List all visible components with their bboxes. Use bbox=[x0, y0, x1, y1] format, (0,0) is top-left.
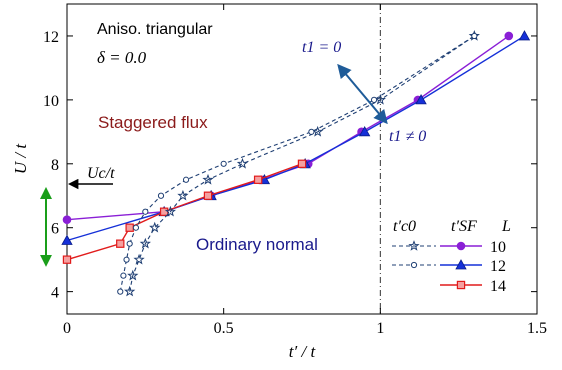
data-point bbox=[159, 207, 169, 216]
x-tick-label: 1.5 bbox=[527, 320, 547, 337]
legend-header-tc0: t′c0 bbox=[393, 218, 416, 235]
data-point bbox=[120, 272, 127, 279]
legend-row: 10 bbox=[392, 239, 506, 256]
data-point bbox=[415, 94, 427, 105]
data-point bbox=[116, 239, 125, 248]
uc-label: Uc/t bbox=[87, 165, 115, 182]
legend-marker-tsf10 bbox=[456, 241, 466, 251]
x-tick-label: 1 bbox=[376, 320, 384, 337]
series-tsf14 bbox=[62, 159, 307, 264]
system-label: Aniso. triangular bbox=[97, 21, 213, 38]
data-point bbox=[297, 159, 307, 168]
legend: t′c0 t′SF L 10 12 14 bbox=[392, 218, 511, 295]
data-point bbox=[133, 253, 145, 265]
data-point bbox=[126, 240, 133, 247]
legend-row: 12 bbox=[392, 258, 506, 275]
legend-label-tsf12: 12 bbox=[490, 258, 506, 275]
data-point bbox=[203, 191, 213, 200]
legend-marker-tc0_12 bbox=[410, 261, 418, 269]
data-point bbox=[127, 269, 139, 281]
data-point bbox=[125, 223, 134, 232]
y-tick-label: 10 bbox=[43, 93, 59, 110]
data-point bbox=[182, 176, 190, 183]
data-point bbox=[471, 32, 478, 40]
data-point bbox=[220, 160, 227, 167]
t1-nonzero-label: t1 ≠ 0 bbox=[389, 128, 426, 145]
data-point bbox=[157, 192, 165, 199]
x-axis-label: t′ / t bbox=[289, 342, 317, 361]
x-tick-label: 0.5 bbox=[214, 320, 234, 337]
legend-marker-tsf14 bbox=[456, 280, 466, 290]
data-point bbox=[164, 205, 177, 217]
legend-header-L: L bbox=[501, 218, 511, 235]
plot-area bbox=[66, 3, 538, 315]
axis-ticks: 0 0.5 1 1.5 4 6 8 10 12 bbox=[43, 4, 547, 337]
t1-direction-arrow bbox=[337, 63, 388, 125]
x-tick-label: 0 bbox=[63, 320, 71, 337]
legend-row: 14 bbox=[440, 278, 506, 295]
data-point bbox=[358, 126, 371, 137]
data-point bbox=[518, 30, 531, 41]
data-point bbox=[62, 255, 72, 264]
y-tick-label: 6 bbox=[51, 221, 59, 238]
data-point bbox=[139, 237, 151, 249]
y-tick-label: 8 bbox=[51, 157, 59, 174]
data-point bbox=[132, 224, 140, 231]
series-layer bbox=[61, 30, 531, 297]
data-point bbox=[62, 215, 72, 225]
t1-zero-label: t1 = 0 bbox=[302, 39, 341, 56]
data-point bbox=[149, 221, 161, 233]
legend-header-tsf: t′SF bbox=[451, 218, 477, 235]
data-point bbox=[253, 175, 263, 184]
data-point bbox=[117, 288, 124, 295]
legend-label-tsf14: 14 bbox=[490, 278, 506, 295]
legend-label-tsf10: 10 bbox=[490, 239, 506, 256]
data-point bbox=[123, 256, 130, 263]
y-tick-label: 12 bbox=[43, 29, 59, 46]
staggered-flux-label: Staggered flux bbox=[98, 113, 208, 132]
data-point bbox=[202, 173, 214, 185]
data-point bbox=[142, 208, 149, 215]
series-tc0_12 bbox=[117, 32, 478, 295]
y-tick-label: 4 bbox=[51, 285, 59, 302]
data-point bbox=[308, 128, 315, 135]
y-axis-label: U / t bbox=[11, 143, 30, 175]
data-point bbox=[504, 31, 514, 41]
ordinary-normal-label: Ordinary normal bbox=[196, 235, 318, 254]
data-point bbox=[236, 157, 249, 169]
delta-label: δ = 0.0 bbox=[97, 48, 147, 67]
legend-marker-tc0_10 bbox=[408, 240, 420, 251]
data-point bbox=[61, 234, 73, 245]
legend-marker-tsf12 bbox=[455, 259, 467, 270]
data-point bbox=[370, 96, 378, 103]
data-point bbox=[177, 189, 189, 201]
data-point bbox=[124, 285, 136, 297]
